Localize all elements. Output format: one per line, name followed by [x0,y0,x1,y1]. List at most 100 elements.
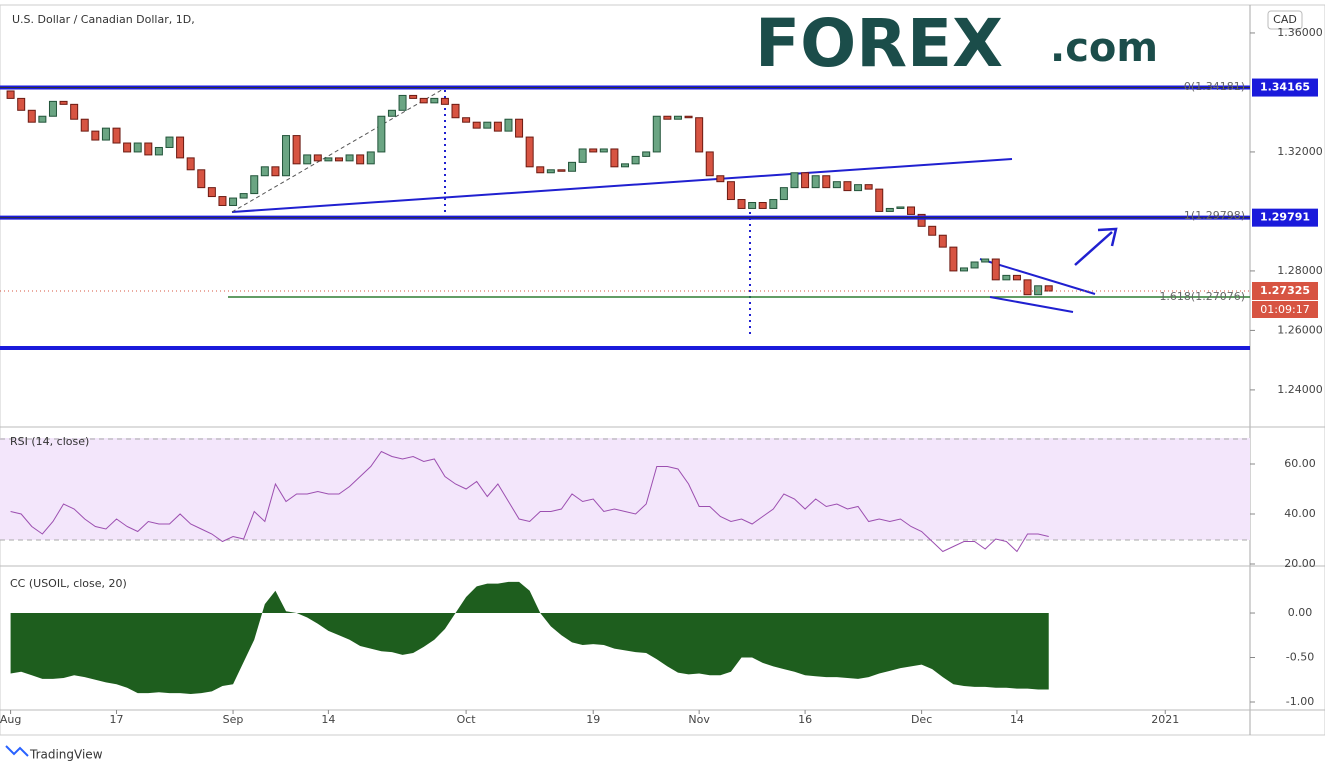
candle [430,97,439,104]
x-tick-label: Nov [688,713,710,726]
pane-title: CC (USOIL, close, 20) [10,577,127,590]
candle [758,202,767,209]
candle [27,109,36,123]
candle [599,148,608,153]
y-tick-label: -0.50 [1286,651,1314,664]
candle [1034,285,1043,296]
candle [1012,274,1021,281]
candle [705,151,714,177]
x-tick-label: 2021 [1151,713,1179,726]
candle [790,172,799,189]
candle [673,115,682,120]
tv-logo [5,745,29,757]
logo: FOREX [755,5,1003,82]
countdown: 01:09:17 [1260,303,1309,316]
candle [17,97,26,111]
candle [1002,274,1011,281]
candle [716,175,725,183]
candle [250,175,259,195]
arrow-head [1097,227,1118,247]
candle [843,181,852,192]
x-tick-label: 14 [321,713,335,726]
candle [398,94,407,111]
price-label: 1.34165 [1260,81,1310,94]
arrow [1074,231,1113,266]
candle [133,142,142,153]
y-tick-label: 1.24000 [1277,383,1323,396]
candle [112,127,121,144]
candle [726,181,735,201]
fib-label: 1(1.29798) [1184,209,1245,222]
candle [504,118,513,132]
candle [589,148,598,153]
x-tick-label: Oct [457,713,477,726]
candle [366,151,375,165]
candle [991,258,1000,281]
candle [854,184,863,192]
candle [917,213,926,227]
fib-label: 0(1.34181) [1184,80,1245,93]
candle [282,135,291,177]
candle [462,117,471,123]
candle [440,97,449,105]
price-label-box [1252,281,1318,300]
candle [546,169,555,174]
candle [907,206,916,215]
candle [515,118,524,138]
x-tick-label: 17 [110,713,124,726]
logo-suffix: .com [1050,25,1158,71]
candle [568,161,577,172]
footer: TradingView [29,748,103,762]
candle [631,155,640,165]
candle [271,166,280,177]
candle [207,187,216,198]
currency: CAD [1273,13,1297,26]
candle [981,258,990,263]
candle [1044,285,1053,292]
candle [811,175,820,189]
y-tick-label: 20.00 [1284,557,1316,570]
x-tick-label: Aug [0,713,21,726]
y-tick-label: 1.26000 [1277,323,1323,336]
candle [48,100,57,117]
price-label-box [1252,78,1318,97]
candle [748,202,757,209]
candle [779,187,788,201]
candle [959,267,968,272]
candle [970,261,979,269]
candle [1023,279,1032,296]
fib-label: 1.618(1.27076) [1159,290,1245,303]
candle [197,169,206,189]
candle [875,188,884,212]
candle [313,154,322,162]
candle [822,175,831,189]
y-tick-label: -1.00 [1286,695,1314,708]
trend-line [231,158,1013,213]
y-tick-label: 40.00 [1284,507,1316,520]
candle [832,181,841,189]
candle [663,115,672,120]
candle [387,109,396,117]
fib-trend [231,87,446,213]
wedge-line [989,296,1074,313]
candle [38,115,47,123]
cc-area [10,581,1049,694]
candle [610,148,619,168]
candle [6,90,15,99]
y-tick-label: 60.00 [1284,457,1316,470]
candle [303,154,312,165]
price-label: 1.27325 [1260,284,1310,297]
frame [0,4,1325,736]
price-pane [0,5,1250,425]
candle [229,197,238,206]
candle [260,166,269,177]
x-tick-label: 19 [586,713,600,726]
candle [144,142,153,156]
candle [578,148,587,163]
candle [801,172,810,189]
countdown-box [1252,300,1318,318]
candle [218,196,227,206]
candle [642,151,651,157]
candle [483,121,492,129]
